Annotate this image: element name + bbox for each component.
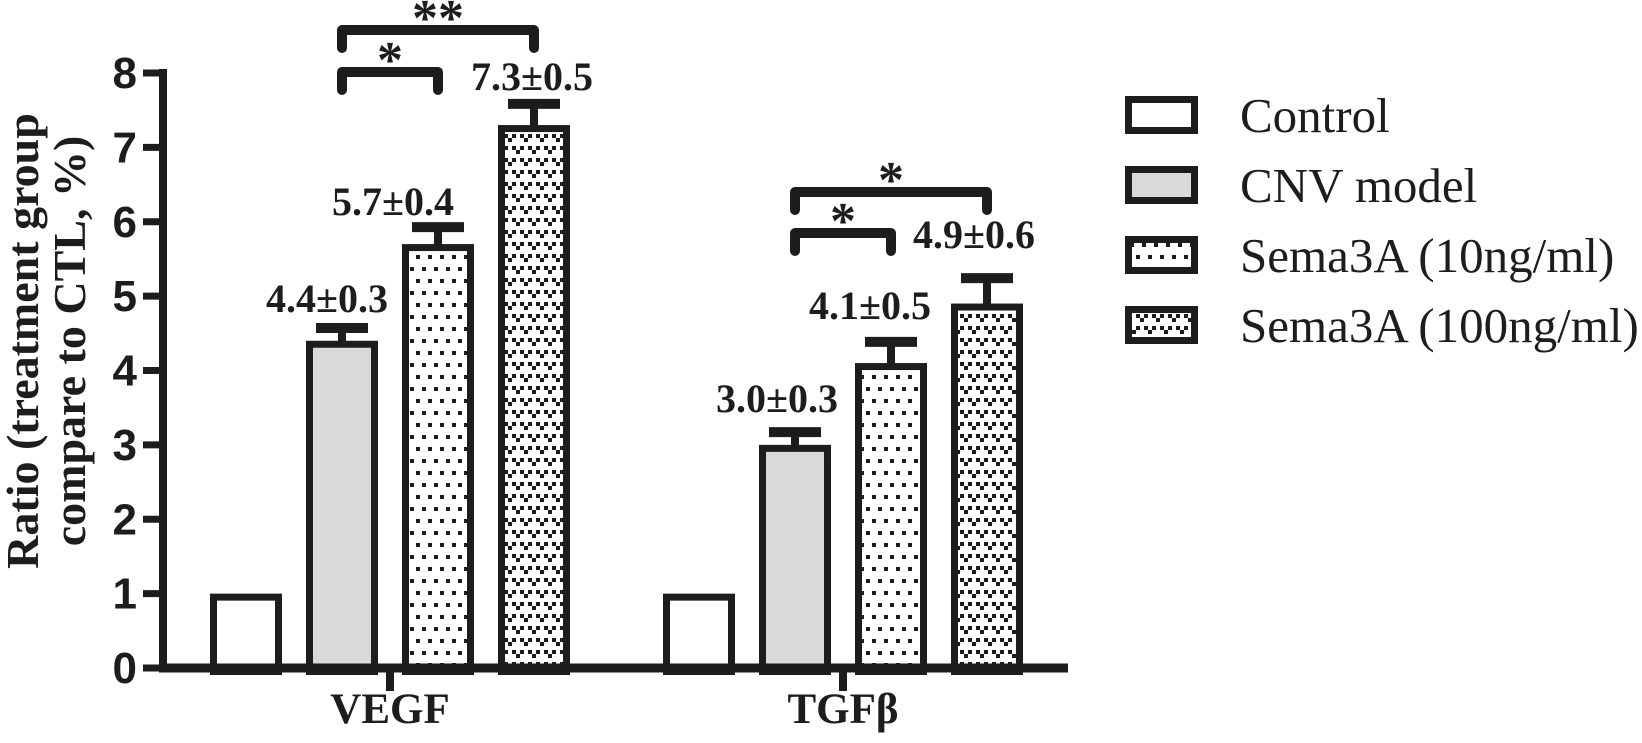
- significance-bracket: [790, 187, 992, 215]
- value-label: 4.9±0.6: [913, 212, 1035, 257]
- bar-TGFβ-CNV model: [759, 444, 831, 675]
- value-label: 3.0±0.3: [716, 376, 838, 421]
- bar-VEGF-Sema3A (100ng/ml): [498, 125, 570, 675]
- value-label: 5.7±0.4: [332, 179, 454, 224]
- legend-label-control: Control: [1240, 88, 1390, 143]
- value-label: 7.3±0.5: [471, 54, 593, 99]
- legend-swatch-sema3a-10: [1125, 236, 1198, 274]
- y-tick-label-2: 2: [113, 495, 137, 544]
- legend-item-sema3a-10: Sema3A (10ng/ml): [1125, 228, 1614, 283]
- y-tick-label-8: 8: [113, 49, 137, 98]
- legend-item-control: Control: [1125, 88, 1390, 143]
- significance-star: *: [830, 193, 856, 250]
- significance-star: *: [878, 152, 904, 209]
- legend-label-sema3a-10: Sema3A (10ng/ml): [1240, 228, 1614, 283]
- y-tick-label-3: 3: [113, 421, 137, 470]
- legend-swatch-sema3a-100: [1125, 306, 1198, 344]
- significance-bracket: [337, 25, 539, 53]
- significance-star: **: [412, 0, 464, 47]
- significance-bracket: [337, 67, 443, 95]
- y-tick-label-7: 7: [113, 123, 137, 172]
- y-tick-label-0: 0: [113, 644, 137, 693]
- bar-VEGF-Sema3A (10ng/ml): [402, 244, 474, 675]
- significance-bracket: [790, 228, 896, 256]
- plot-area: 4.4±0.3 3.0±0.3 5.7±0.4 4.1±0.5 7.3±0.5 4.9±0…: [113, 0, 1068, 733]
- significance-star: *: [377, 32, 403, 89]
- legend-swatch-cnv-model: [1125, 166, 1198, 204]
- legend: Control CNV model Sema3A (10ng/ml) Sema3…: [1125, 88, 1639, 353]
- x-tick-label-0: VEGF: [330, 686, 449, 733]
- bar-TGFβ-Sema3A (10ng/ml): [855, 363, 927, 675]
- legend-label-sema3a-100: Sema3A (100ng/ml): [1240, 298, 1639, 353]
- y-tick-label-5: 5: [113, 272, 137, 321]
- y-tick-label-1: 1: [113, 570, 137, 619]
- value-label: 4.1±0.5: [809, 283, 931, 328]
- value-label: 4.4±0.3: [266, 276, 388, 321]
- x-tick-label-1: TGFβ: [787, 686, 898, 733]
- bar-VEGF-CNV model: [306, 340, 378, 675]
- legend-item-sema3a-100: Sema3A (100ng/ml): [1125, 298, 1639, 353]
- legend-swatch-control: [1125, 96, 1198, 134]
- bar-VEGF-Control: [210, 593, 282, 675]
- y-tick-label-4: 4: [113, 347, 138, 396]
- legend-label-cnv-model: CNV model: [1240, 158, 1477, 213]
- bar-TGFβ-Control: [663, 593, 735, 675]
- y-tick-label-6: 6: [113, 198, 137, 247]
- bar-TGFβ-Sema3A (100ng/ml): [951, 303, 1023, 675]
- legend-item-cnv-model: CNV model: [1125, 158, 1477, 213]
